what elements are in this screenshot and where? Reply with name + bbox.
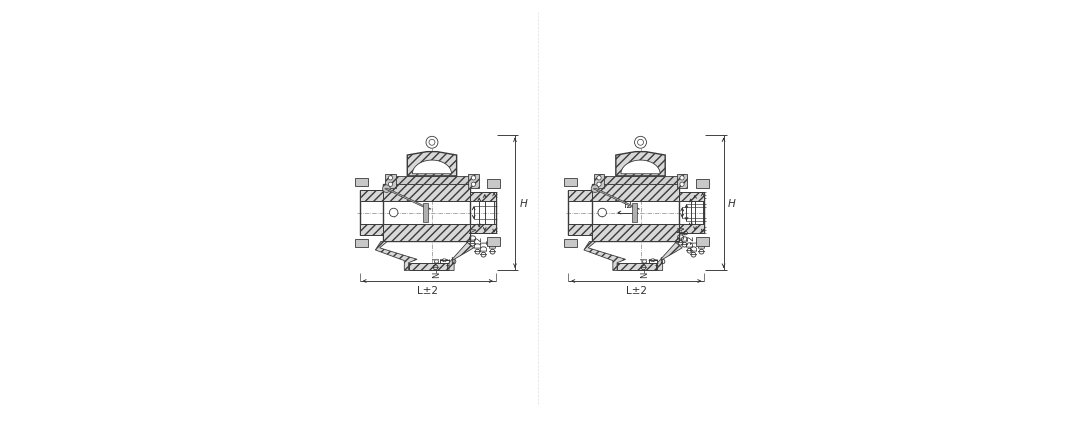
Circle shape [597,183,601,187]
Polygon shape [631,203,637,223]
Text: f2: f2 [624,201,632,210]
Polygon shape [591,225,679,242]
Circle shape [383,185,390,193]
Text: H: H [519,198,526,208]
Polygon shape [679,225,705,233]
Polygon shape [383,184,470,201]
Text: f: f [446,262,450,271]
Polygon shape [423,203,428,223]
Polygon shape [408,152,456,176]
Bar [468,175,479,188]
Polygon shape [584,242,626,271]
Polygon shape [593,189,640,210]
Text: f: f [655,262,658,271]
Polygon shape [385,189,431,210]
Bar [677,175,688,188]
Polygon shape [409,263,449,271]
Polygon shape [470,225,496,233]
Bar [385,175,396,188]
Polygon shape [360,225,383,235]
Bar [564,178,576,187]
Circle shape [680,176,684,181]
Bar [696,180,709,188]
Polygon shape [470,193,496,201]
Polygon shape [412,161,452,174]
Polygon shape [602,176,679,184]
Text: ΦDN: ΦDN [469,226,478,246]
Polygon shape [449,242,473,271]
Circle shape [388,183,392,187]
Polygon shape [616,152,665,176]
Circle shape [591,185,599,193]
Bar [696,238,709,246]
Circle shape [635,137,646,149]
Polygon shape [620,161,660,174]
Text: b: b [451,256,456,265]
Text: ΦD1: ΦD1 [480,239,490,257]
Bar [488,180,501,188]
Bar [593,175,604,188]
Text: ΦDN: ΦDN [678,225,686,245]
Circle shape [429,140,435,146]
Bar [564,239,576,248]
Circle shape [471,183,476,187]
Text: ΦD: ΦD [490,240,498,253]
Text: ΦD6: ΦD6 [682,228,691,247]
Polygon shape [657,242,682,271]
Polygon shape [375,242,417,271]
Circle shape [388,176,392,181]
Circle shape [597,176,601,181]
Text: N-Φd: N-Φd [640,256,650,278]
Text: ΦD2: ΦD2 [686,234,695,252]
Text: H: H [728,198,735,208]
Polygon shape [569,191,591,201]
Text: L±2: L±2 [626,285,646,296]
Circle shape [598,209,606,217]
Polygon shape [617,263,657,271]
Circle shape [471,176,476,181]
Polygon shape [360,191,383,201]
Bar [356,178,369,187]
Text: ΦD2: ΦD2 [475,235,483,253]
Text: b: b [658,256,665,265]
Polygon shape [569,225,591,235]
Text: L±2: L±2 [417,285,438,296]
Bar [356,239,369,248]
Polygon shape [383,225,470,242]
Polygon shape [393,176,470,184]
Text: ΦD: ΦD [698,240,707,253]
Polygon shape [679,193,705,201]
Text: N-Φd: N-Φd [431,256,441,278]
Circle shape [389,209,398,217]
Polygon shape [591,184,679,201]
Bar [488,238,501,246]
Circle shape [638,140,643,146]
Circle shape [680,183,684,187]
Circle shape [426,137,438,149]
Text: ΦD1: ΦD1 [691,238,699,256]
